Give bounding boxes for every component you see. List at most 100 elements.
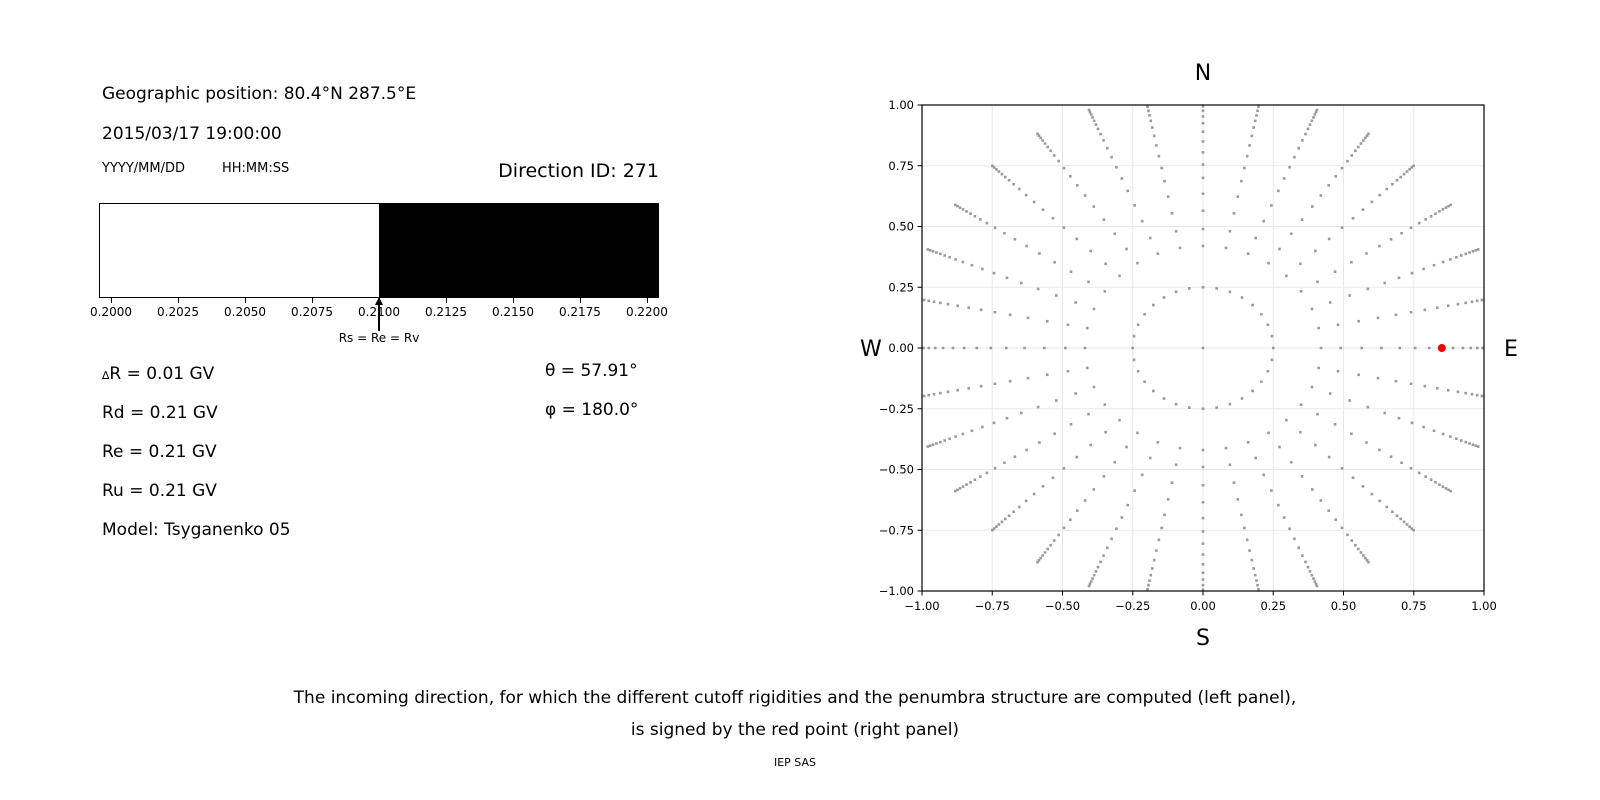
scatter-point: [1397, 276, 1401, 280]
scatter-point: [993, 382, 997, 386]
scatter-point: [1357, 319, 1361, 323]
scatter-point: [1410, 421, 1414, 425]
scatter-point: [935, 251, 938, 254]
scatter-point: [1052, 539, 1056, 542]
scatter-point: [1301, 554, 1304, 557]
scatter-point: [1005, 416, 1009, 420]
inner-ring-point: [1131, 346, 1135, 350]
scatter-point: [1446, 388, 1450, 392]
inner-ring-point: [1162, 397, 1166, 400]
scatter-point: [931, 443, 935, 447]
scatter-point: [1351, 216, 1355, 220]
scatter-point: [1399, 517, 1403, 521]
x-tick-label: 0.25: [1260, 599, 1286, 613]
scatter-point: [1157, 154, 1161, 158]
scatter-point: [1293, 537, 1296, 541]
scatter-point: [928, 444, 932, 448]
scatter-point: [1136, 431, 1139, 435]
scatter-point: [1118, 418, 1121, 422]
x-tick-label: 1.00: [1471, 599, 1497, 613]
scatter-point: [1049, 149, 1052, 153]
bar-tick-label: 0.2025: [157, 305, 200, 319]
scatter-point: [948, 437, 951, 441]
scatter-point: [993, 310, 997, 314]
compass-label-s: S: [1196, 626, 1210, 651]
scatter-point: [927, 393, 931, 397]
scatter-point: [1147, 583, 1150, 587]
scatter-point: [1076, 509, 1079, 512]
scatter-point: [1253, 119, 1257, 123]
scatter-point: [1336, 323, 1340, 327]
scatter-point: [1066, 369, 1070, 373]
scatter-point: [1024, 499, 1028, 503]
scatter-point: [969, 481, 972, 484]
scatter-point: [1156, 252, 1160, 256]
scatter-point: [1350, 432, 1353, 436]
scatter-point: [1146, 105, 1149, 109]
scatter-point: [1240, 179, 1243, 183]
center-point: [1201, 346, 1205, 350]
scatter-point: [1412, 164, 1415, 168]
scatter-point: [1036, 287, 1040, 291]
bar-tick-label: 0.2175: [558, 305, 601, 319]
scatter-point: [1201, 483, 1205, 487]
scatter-point: [1423, 384, 1427, 388]
scatter-point: [1051, 476, 1055, 480]
scatter-point: [1410, 166, 1414, 169]
scatter-point: [1052, 154, 1056, 157]
scatter-point: [1089, 580, 1093, 583]
scatter-point: [1104, 430, 1107, 434]
scatter-point: [1316, 412, 1319, 416]
scatter-point: [1246, 252, 1250, 256]
inner-ring-point: [1132, 334, 1136, 338]
scatter-point: [1043, 142, 1047, 145]
scatter-point: [1365, 252, 1368, 255]
scatter-point: [1110, 537, 1113, 541]
bar-tick-label: 0.2050: [224, 305, 267, 319]
scatter-point: [1424, 218, 1427, 221]
scatter-point: [1424, 475, 1427, 478]
scatter-point: [932, 300, 936, 304]
caption-line2: is signed by the red point (right panel): [630, 720, 960, 740]
scatter-point: [1468, 251, 1471, 254]
scatter-point: [933, 346, 937, 350]
scatter-point: [1364, 136, 1367, 140]
scatter-point: [1480, 394, 1484, 398]
scatter-point: [1032, 492, 1036, 496]
scatter-point: [1053, 432, 1056, 436]
scatter-point: [1163, 179, 1166, 183]
scatter-point: [1474, 444, 1478, 448]
scatter-point: [1340, 166, 1344, 170]
scatter-point: [970, 263, 974, 267]
scatter-point: [1245, 538, 1249, 542]
scatter-point: [1102, 218, 1106, 222]
inner-ring-point: [1266, 369, 1270, 373]
scatter-point: [1359, 142, 1363, 145]
scatter-point: [1422, 267, 1425, 271]
scatter-point: [941, 346, 945, 350]
scatter-point: [1435, 306, 1439, 310]
scatter-point: [979, 384, 983, 388]
scatter-point: [1366, 405, 1370, 409]
scatter-point: [1409, 310, 1413, 314]
scatter-point: [1057, 533, 1060, 537]
param-text: Rd = 0.21 GV: [102, 403, 218, 423]
scatter-point: [956, 304, 960, 308]
scatter-point: [985, 471, 989, 475]
scatter-point: [1339, 346, 1342, 350]
scatter-point: [1350, 154, 1354, 157]
scatter-point: [1160, 166, 1163, 170]
scatter-point: [1201, 130, 1205, 134]
scatter-point: [1064, 346, 1067, 350]
scatter-point: [939, 391, 942, 395]
scatter-point: [1475, 299, 1479, 303]
inner-ring-point: [1174, 402, 1178, 406]
scatter-point: [1300, 474, 1304, 478]
scatter-point: [1314, 582, 1318, 586]
scatter-point: [1460, 439, 1463, 442]
scatter-point: [1410, 527, 1414, 530]
scatter-point: [1140, 473, 1144, 477]
scatter-point: [992, 271, 996, 275]
bar-tick-label: 0.2075: [291, 305, 333, 319]
scatter-point: [1103, 289, 1107, 293]
